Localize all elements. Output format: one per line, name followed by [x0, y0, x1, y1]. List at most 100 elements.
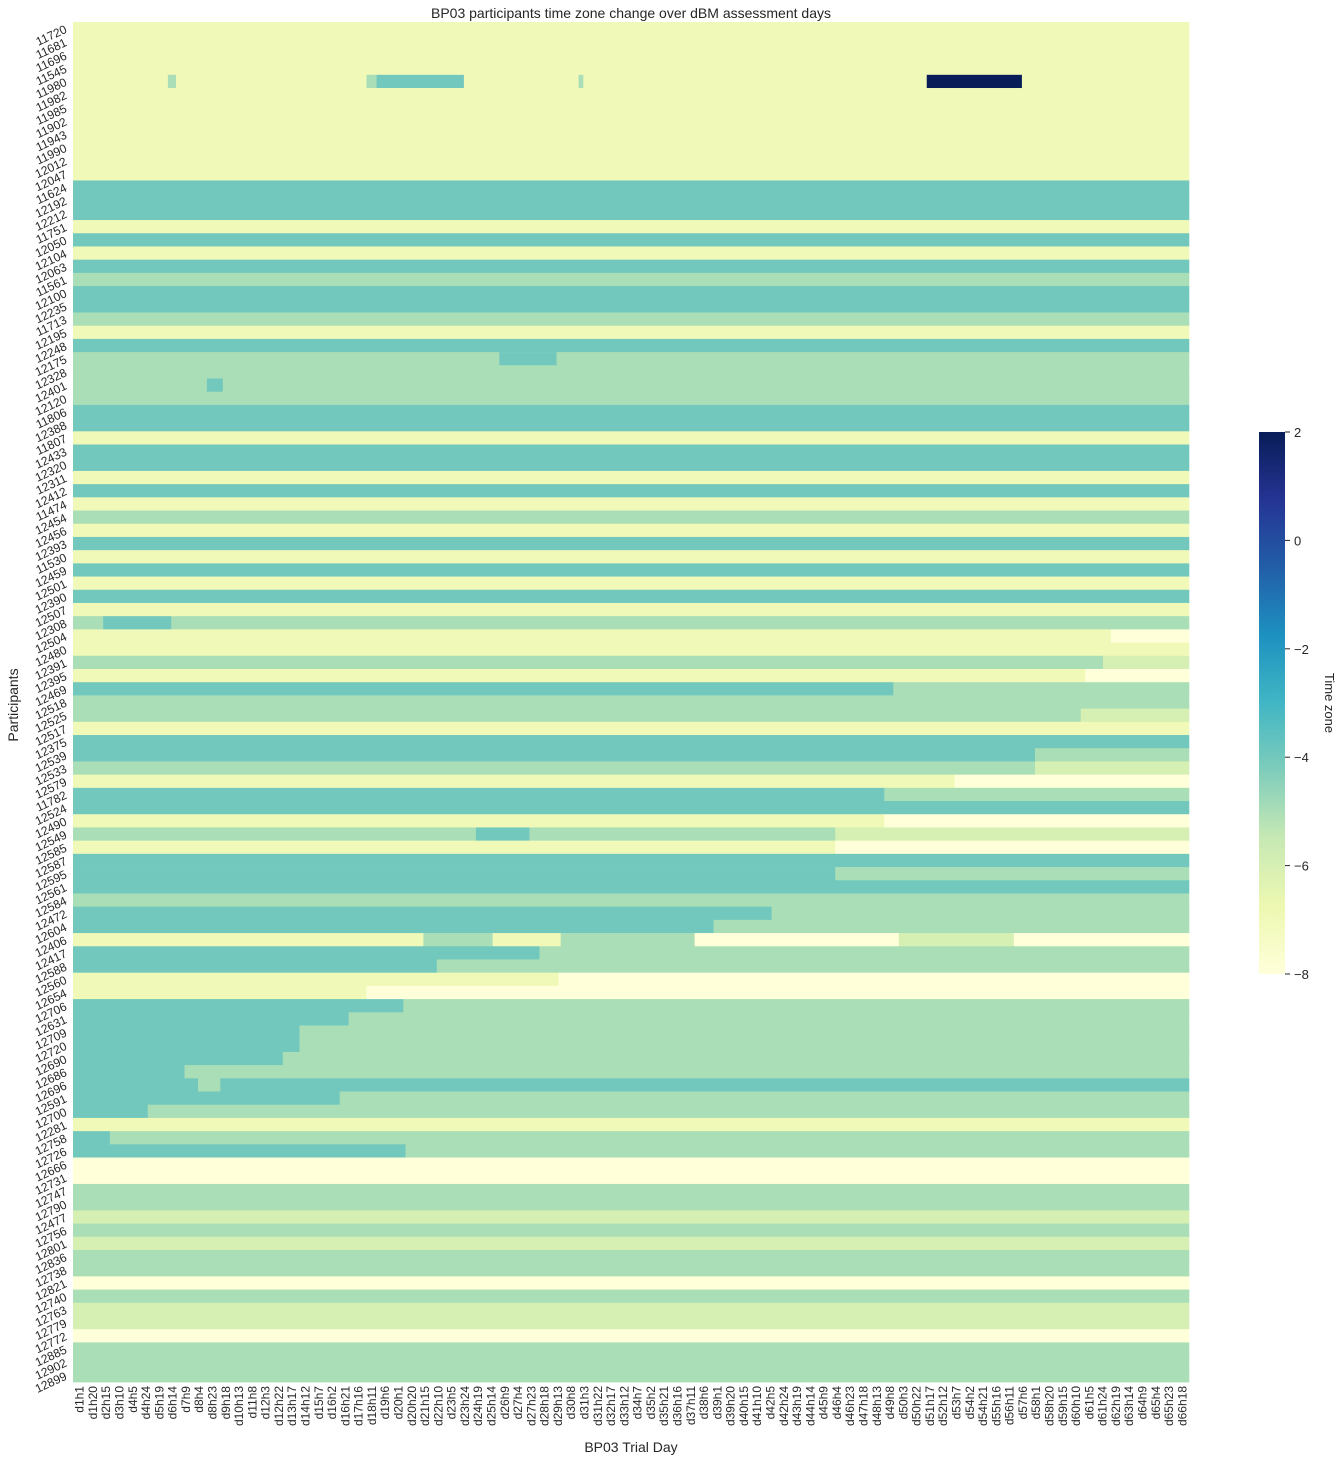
heatmap-cell-12388-0 — [73, 418, 1190, 432]
x-tick-label: d57h6 — [1016, 1386, 1030, 1420]
x-tick-label: d8h4 — [192, 1386, 206, 1413]
heatmap-cell-12391-0 — [73, 655, 1104, 670]
colorbar-tick-label: 2 — [1294, 425, 1301, 440]
heatmap-cell-11806-0 — [73, 404, 1190, 419]
heatmap-cell-12885-0 — [73, 1342, 1190, 1356]
x-tick-label: d44h14 — [803, 1386, 817, 1426]
heatmap-cell-12720-1 — [299, 1038, 1190, 1053]
colorbar-ticks: 2 0 −2 −4 −6 −8 — [1285, 425, 1309, 982]
heatmap-cell-12480-0 — [73, 642, 1190, 657]
x-tick-label: d36h16 — [671, 1386, 685, 1426]
x-tick-label: d40h15 — [737, 1386, 751, 1426]
x-tick-label: d65h4 — [1149, 1386, 1163, 1420]
heatmap-cell-12490-1 — [884, 814, 1190, 828]
x-tick-label: d24h19 — [471, 1386, 485, 1426]
heatmap-cell-12539-0 — [73, 748, 1036, 762]
x-tick-label: d18h11 — [365, 1386, 379, 1425]
x-tick-label: d32h17 — [604, 1386, 618, 1426]
x-tick-label: d50h22 — [910, 1386, 924, 1426]
x-tick-labels: d1h1 d1h20 d2h15 d3h10 d4h5 d4h24 d5h19 d6h14 d7… — [73, 1386, 1190, 1426]
heatmap-cell-12585-0 — [73, 840, 836, 855]
heatmap-cell-12772-0 — [73, 1329, 1190, 1343]
x-tick-label: d54h2 — [963, 1386, 977, 1420]
heatmap-cell-12120-0 — [73, 391, 1190, 406]
heatmap-cell-12469-0 — [73, 682, 894, 696]
x-tick-label: d55h16 — [989, 1386, 1003, 1426]
heatmap-cell-12401-0 — [73, 378, 1190, 393]
heatmap-cell-12584-0 — [73, 893, 1190, 908]
heatmap-cell-12595-0 — [73, 867, 836, 881]
heatmap-cell-11980-0 — [73, 74, 1190, 89]
heatmap-cell-12012-0 — [73, 154, 1190, 168]
x-tick-label: d30h8 — [564, 1386, 578, 1420]
heatmap-cell-12690-1 — [282, 1051, 1190, 1066]
heatmap-cell-12686-1 — [184, 1065, 1190, 1079]
heatmap-cell-12756-0 — [73, 1223, 1190, 1238]
x-tick-label: d58h20 — [1043, 1386, 1057, 1426]
x-tick-label: d56h11 — [1003, 1386, 1017, 1425]
x-tick-label: d49h8 — [883, 1386, 897, 1420]
heatmap-cell-12779-0 — [73, 1315, 1190, 1330]
heatmap-cell-12549-3 — [835, 827, 1190, 842]
heatmap-cell-12477-0 — [73, 1210, 1190, 1224]
heatmap-cell-12560-0 — [73, 972, 559, 987]
heatmap-cell-11943-0 — [73, 127, 1190, 142]
x-tick-label: d62h19 — [1109, 1386, 1123, 1426]
heatmap-cell-12588-0 — [73, 959, 438, 974]
heatmap-cell-12311-0 — [73, 470, 1190, 485]
heatmap-cell-12507-0 — [73, 602, 1190, 617]
x-axis-label: BP03 Trial Day — [584, 1439, 677, 1455]
heatmap-cell-11902-0 — [73, 114, 1190, 129]
heatmap-cell-12666-0 — [73, 1157, 1190, 1172]
heatmap-cell-12192-0 — [73, 193, 1190, 208]
heatmap-cell-11474-0 — [73, 497, 1190, 511]
heatmap-cell-12501-0 — [73, 576, 1190, 591]
heatmap-cell-12308-2 — [171, 616, 1190, 630]
heatmap-cell-12504-1 — [1110, 629, 1190, 643]
x-tick-label: d45h9 — [817, 1386, 831, 1420]
x-tick-label: d25h14 — [485, 1386, 499, 1426]
heatmap-cell-12738-0 — [73, 1263, 1190, 1277]
x-tick-label: d20h20 — [405, 1386, 419, 1426]
heatmap-cell-12700-0 — [73, 1104, 149, 1119]
heatmap-cell-12549-1 — [475, 827, 530, 842]
heatmap-cell-11782-1 — [884, 787, 1190, 802]
x-tick-label: d35h21 — [657, 1386, 671, 1426]
heatmap-cell-11980-4 — [578, 74, 584, 89]
heatmap-cell-12212-0 — [73, 206, 1190, 221]
heatmap-cell-11980-1 — [167, 74, 176, 89]
heatmap-cell-12758-1 — [109, 1131, 1190, 1145]
x-tick-label: d20h1 — [392, 1386, 406, 1420]
x-tick-label: d9h18 — [219, 1386, 233, 1420]
heatmap-cell-12690-0 — [73, 1051, 284, 1066]
x-tick-label: d12h3 — [259, 1386, 273, 1420]
heatmap-cell-12472-0 — [73, 906, 772, 921]
x-tick-label: d34h7 — [631, 1386, 645, 1420]
heatmap-cell-12406-6 — [1013, 933, 1190, 947]
heatmap-cell-12700-1 — [147, 1104, 1190, 1119]
heatmap-cell-12709-1 — [299, 1025, 1190, 1040]
heatmap-cell-12595-1 — [835, 867, 1190, 881]
heatmap-cell-12308-1 — [103, 616, 172, 630]
heatmap-cell-12281-0 — [73, 1117, 1190, 1132]
heatmap-cell-12539-1 — [1034, 748, 1190, 762]
x-tick-label: d28h18 — [538, 1386, 552, 1426]
heatmap-cell-12406-1 — [423, 933, 493, 947]
heatmap-cell-12821-0 — [73, 1276, 1190, 1290]
x-tick-label: d47h18 — [857, 1386, 871, 1426]
x-tick-label: d53h7 — [950, 1386, 964, 1420]
heatmap-cell-12047-0 — [73, 167, 1190, 181]
heatmap-cell-12100-0 — [73, 286, 1190, 300]
heatmap-cell-12686-0 — [73, 1065, 185, 1079]
x-tick-label: d14h12 — [299, 1386, 313, 1426]
heatmap-cell-12696-0 — [73, 1078, 199, 1092]
x-tick-label: d48h13 — [870, 1386, 884, 1426]
colorbar-tick-label: −2 — [1294, 642, 1309, 657]
heatmap-cell-12406-0 — [73, 933, 424, 947]
heatmap-cell-11990-0 — [73, 140, 1190, 155]
heatmap-cell-11720-0 — [73, 22, 1190, 36]
heatmap-cell-12104-0 — [73, 246, 1190, 261]
x-tick-label: d66h18 — [1175, 1386, 1189, 1426]
heatmap-cell-12518-0 — [73, 695, 1190, 709]
colorbar-tick-label: −4 — [1294, 750, 1309, 765]
